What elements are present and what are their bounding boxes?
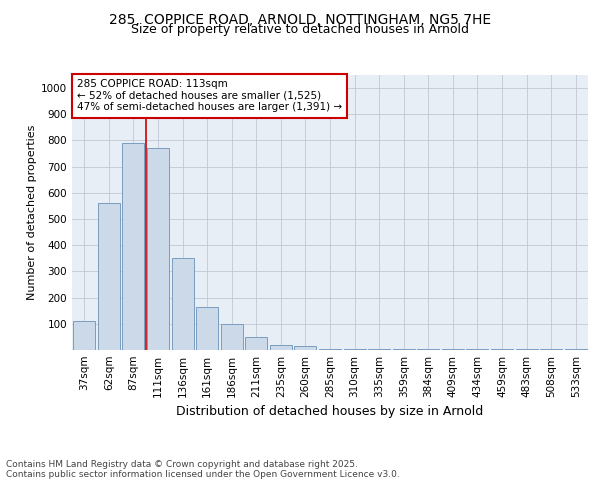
Bar xyxy=(196,307,218,350)
Bar xyxy=(245,337,268,350)
Text: 285 COPPICE ROAD: 113sqm
← 52% of detached houses are smaller (1,525)
47% of sem: 285 COPPICE ROAD: 113sqm ← 52% of detach… xyxy=(77,79,342,112)
X-axis label: Distribution of detached houses by size in Arnold: Distribution of detached houses by size … xyxy=(176,406,484,418)
Bar xyxy=(73,321,95,350)
Bar xyxy=(98,204,120,350)
Bar xyxy=(319,348,341,350)
Bar xyxy=(368,349,390,350)
Bar xyxy=(221,324,243,350)
Bar xyxy=(172,258,194,350)
Bar xyxy=(344,348,365,350)
Y-axis label: Number of detached properties: Number of detached properties xyxy=(27,125,37,300)
Text: 285, COPPICE ROAD, ARNOLD, NOTTINGHAM, NG5 7HE: 285, COPPICE ROAD, ARNOLD, NOTTINGHAM, N… xyxy=(109,12,491,26)
Bar xyxy=(270,345,292,350)
Text: Size of property relative to detached houses in Arnold: Size of property relative to detached ho… xyxy=(131,22,469,36)
Bar xyxy=(122,143,145,350)
Text: Contains HM Land Registry data © Crown copyright and database right 2025.
Contai: Contains HM Land Registry data © Crown c… xyxy=(6,460,400,479)
Bar xyxy=(147,148,169,350)
Bar xyxy=(295,346,316,350)
